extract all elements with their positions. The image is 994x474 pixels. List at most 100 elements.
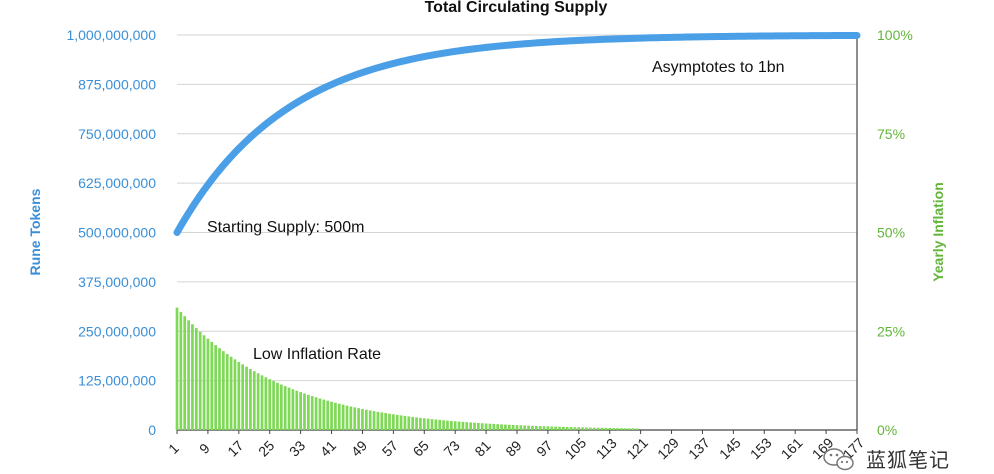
inflation-bar [380, 412, 384, 430]
inflation-bar [608, 427, 612, 430]
x-tick-label: 81 [471, 437, 493, 459]
inflation-bar [291, 389, 295, 430]
inflation-bar [534, 425, 538, 430]
inflation-bar [318, 398, 322, 430]
supply-line [173, 31, 861, 236]
inflation-bar [469, 422, 472, 430]
inflation-bar [577, 427, 581, 430]
inflation-bar [403, 415, 407, 430]
y-axis-left-label: Rune Tokens [27, 188, 43, 275]
annotation-starting-supply: Starting Supply: 500m [207, 219, 364, 236]
inflation-bar [531, 425, 534, 430]
x-tick-label: 145 [716, 434, 744, 462]
inflation-bar [229, 356, 233, 430]
x-tick-label: 33 [286, 437, 308, 459]
inflation-bar [283, 386, 287, 430]
inflation-bar [581, 427, 585, 430]
inflation-bar [364, 409, 368, 430]
inflation-bar [245, 366, 248, 430]
y-right-tick-label: 50% [877, 225, 905, 241]
y-left-tick-label: 1,000,000,000 [66, 27, 156, 43]
inflation-bar [596, 427, 600, 430]
inflation-bar [465, 422, 469, 430]
inflation-bar [326, 400, 330, 430]
inflation-bar [392, 414, 395, 430]
inflation-bar [519, 425, 523, 430]
inflation-bar [279, 384, 283, 430]
x-tick-label: 161 [778, 434, 806, 462]
x-tick-label: 1 [165, 440, 182, 457]
inflation-bar [241, 364, 245, 430]
inflation-bar [191, 324, 194, 430]
inflation-bar [303, 393, 306, 430]
inflation-bar [538, 426, 542, 430]
inflation-bar [627, 428, 631, 430]
inflation-bar [310, 396, 314, 430]
inflation-bar [349, 406, 353, 430]
inflation-bar [511, 424, 515, 430]
inflation-bar [218, 348, 221, 430]
inflation-bar [187, 320, 190, 430]
inflation-bar [446, 420, 449, 430]
inflation-bar [357, 408, 360, 430]
inflation-bar [194, 328, 198, 430]
annotation-asymptote: Asymptotes to 1bn [652, 59, 785, 76]
inflation-bar [334, 402, 337, 430]
wechat-icon [823, 448, 854, 471]
inflation-bar [631, 428, 635, 430]
inflation-bar [438, 419, 442, 430]
inflation-bars [175, 307, 639, 430]
y-right-tick-label: 0% [877, 422, 897, 438]
x-axis-ticks: 1 9 17 25 33 41 49 57 65 73 81 89 97 105 113 121 129 137 1… [165, 430, 868, 462]
inflation-bar [558, 426, 561, 430]
inflation-bar [569, 427, 573, 430]
inflation-bar [388, 413, 391, 430]
y-axis-right-ticks: 0% 25% 50% 75% 100% [877, 27, 913, 438]
inflation-bar [635, 428, 639, 430]
inflation-bar [361, 408, 364, 430]
inflation-bar [453, 421, 457, 430]
inflation-bar [477, 422, 480, 430]
x-tick-label: 113 [593, 435, 620, 462]
inflation-bar [492, 423, 496, 430]
inflation-bar [407, 416, 411, 430]
inflation-bar [546, 426, 550, 430]
y-left-tick-label: 750,000,000 [78, 126, 156, 142]
inflation-bar [507, 424, 511, 430]
inflation-bar [299, 392, 302, 430]
inflation-bar [500, 424, 503, 430]
inflation-bar [623, 428, 627, 430]
inflation-bar [430, 419, 434, 430]
x-tick-label: 73 [440, 437, 462, 459]
inflation-bar [461, 421, 465, 430]
inflation-bar [589, 427, 592, 430]
inflation-bar [237, 361, 241, 430]
x-tick-label: 129 [654, 434, 682, 462]
inflation-bar [473, 422, 476, 430]
inflation-bar [550, 426, 554, 430]
inflation-bar [384, 413, 387, 430]
x-tick-label: 49 [348, 437, 370, 459]
inflation-bar [249, 368, 252, 430]
x-tick-label: 57 [379, 437, 401, 459]
inflation-bar [307, 394, 310, 430]
y-left-tick-label: 500,000,000 [78, 225, 156, 241]
inflation-bar [179, 311, 183, 430]
inflation-bar [330, 401, 333, 430]
inflation-bar [376, 411, 380, 430]
x-tick-label: 153 [747, 434, 775, 462]
inflation-bar [415, 417, 418, 430]
inflation-bar [198, 331, 202, 430]
inflation-bar [225, 353, 229, 430]
inflation-bar [353, 407, 357, 430]
y-left-tick-label: 0 [148, 422, 156, 438]
inflation-bar [612, 428, 615, 430]
chart-title: Total Circulating Supply [425, 0, 608, 16]
inflation-bar [488, 423, 492, 430]
inflation-bar [314, 397, 318, 430]
inflation-bar [256, 373, 260, 430]
inflation-bar [372, 411, 376, 430]
x-tick-label: 25 [255, 437, 277, 459]
inflation-bar [395, 414, 399, 430]
inflation-bar [457, 421, 461, 430]
